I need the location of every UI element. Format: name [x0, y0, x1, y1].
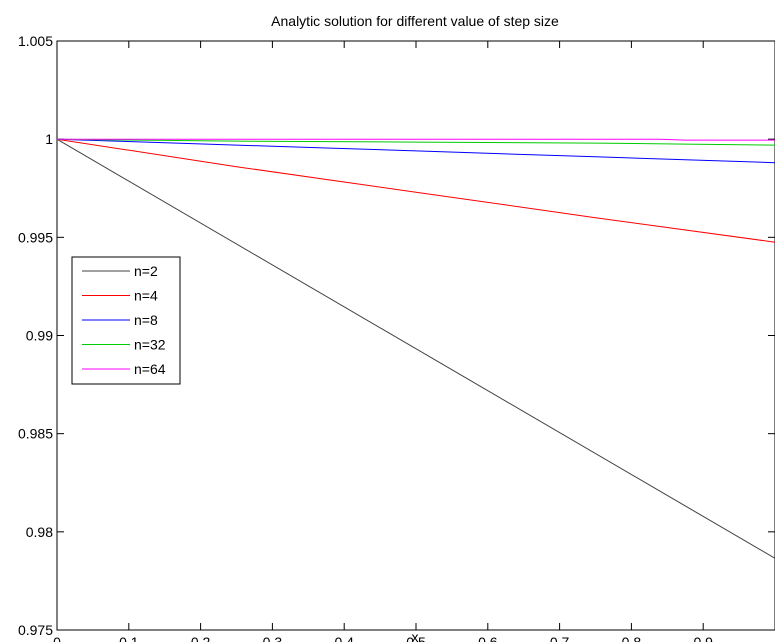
y-tick-label: 0.975	[18, 622, 53, 638]
x-axis: 0 0.1 0.2 0.3 0.4 0.5 0.6 0.7 0.8 0.9	[53, 41, 713, 642]
series-line-n-4	[56, 138, 775, 243]
x-tick-label: 0.5	[406, 634, 426, 642]
x-axis-label: x	[412, 629, 419, 642]
series-line-n-2	[56, 138, 775, 559]
x-tick-label: 0.3	[263, 634, 283, 642]
series-lines	[56, 138, 775, 559]
x-tick-label: 0.7	[550, 634, 570, 642]
series-line-n-32	[56, 138, 775, 146]
legend: n=2 n=4 n=8 n=32 n=64	[71, 256, 181, 385]
y-tick-label: 0.985	[18, 426, 53, 442]
legend-label: n=4	[134, 288, 158, 304]
legend-label: n=64	[134, 361, 166, 377]
x-tick-label: 0.1	[119, 634, 139, 642]
series-line-n-64	[57, 138, 775, 141]
x-tick-label: 0.2	[191, 634, 211, 642]
x-tick-label: 0.6	[478, 634, 498, 642]
legend-label: n=2	[134, 263, 158, 279]
x-tick-label: 0	[53, 634, 61, 642]
x-tick-label: 0.4	[334, 634, 354, 642]
y-tick-label: 1	[45, 131, 53, 147]
y-tick-label: 0.98	[26, 524, 53, 540]
y-tick-label: 0.99	[26, 328, 53, 344]
y-tick-label: 1.005	[18, 33, 53, 49]
chart-title: Analytic solution for different value of…	[271, 13, 559, 29]
legend-label: n=8	[134, 312, 158, 328]
legend-label: n=32	[134, 337, 166, 353]
x-tick-label: 0.8	[622, 634, 642, 642]
y-tick-label: 0.995	[18, 229, 53, 245]
series-line-n-8	[56, 138, 775, 164]
x-tick-label: 0.9	[693, 634, 713, 642]
